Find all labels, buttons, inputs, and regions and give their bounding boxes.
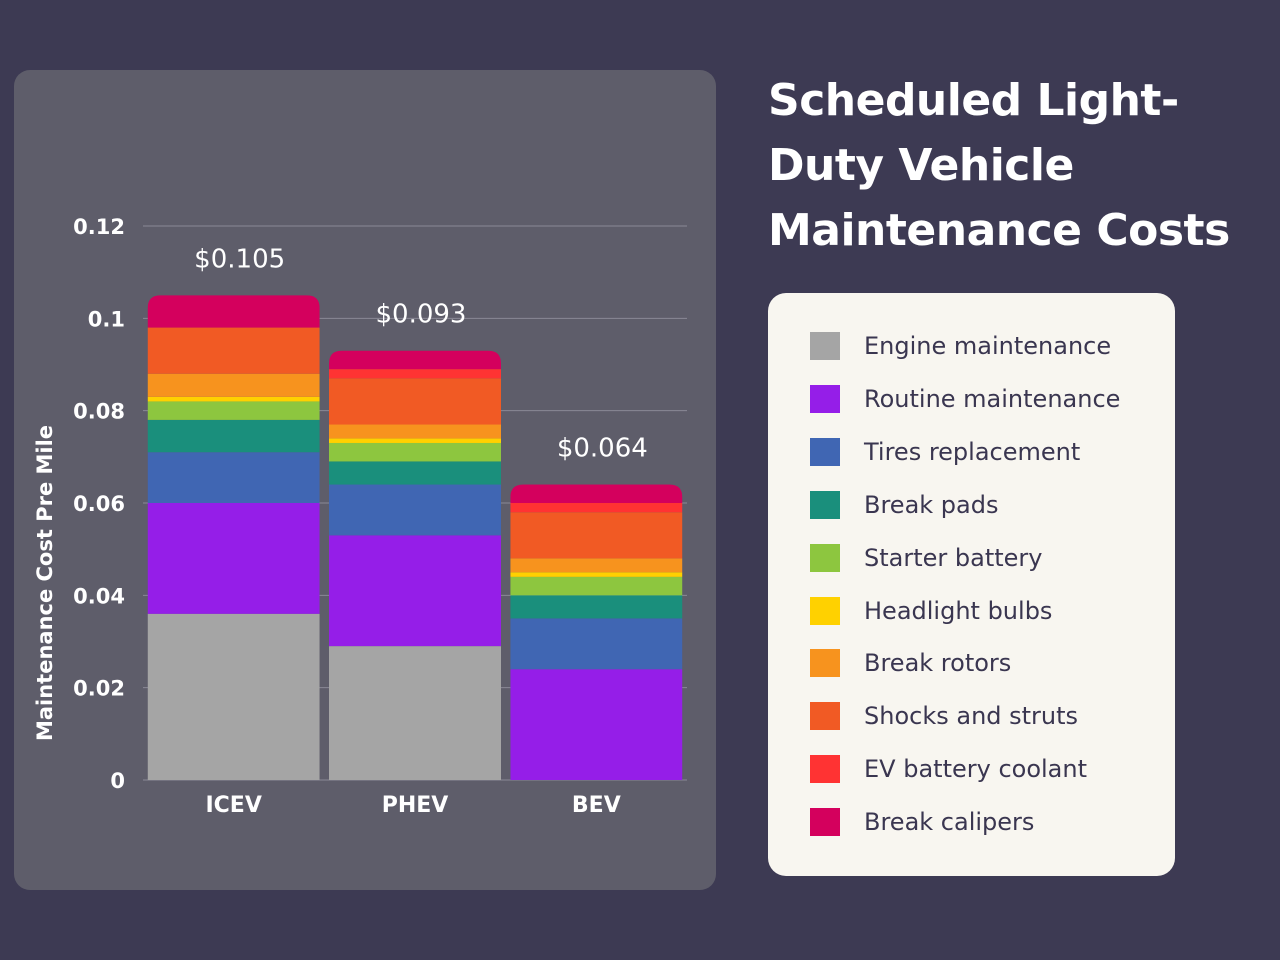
y-tick-label: 0.04	[73, 584, 125, 608]
bar-segment-routine-maintenance	[329, 535, 501, 647]
legend-swatch	[810, 332, 840, 360]
legend-label: Routine maintenance	[864, 384, 1121, 413]
legend-item: EV battery coolant	[810, 754, 1087, 784]
legend-item: Headlight bulbs	[810, 596, 1052, 626]
legend-label: Break pads	[864, 490, 999, 519]
y-tick-label: 0.02	[73, 677, 125, 701]
bar-segment-break-pads	[147, 419, 320, 453]
chart-labels: 0 0.02 0.04 0.06 0.08 0.1 0.12 $0.105 ICEV $0.093…	[73, 215, 648, 818]
y-axis-label: Maintenance Cost Pre Mile	[33, 425, 57, 741]
bar-segment-starter-battery	[510, 576, 683, 596]
x-tick-label: ICEV	[205, 793, 261, 818]
legend-label: EV battery coolant	[864, 755, 1087, 784]
bar-segment-tires-replacement	[147, 452, 320, 503]
bar-segment-starter-battery	[147, 401, 320, 420]
bars	[147, 295, 683, 780]
legend-item: Break rotors	[810, 648, 1011, 678]
legend-label: Break rotors	[864, 649, 1012, 678]
bar-segment-shocks-and-struts	[510, 512, 683, 559]
bar-segment-routine-maintenance	[510, 669, 683, 780]
y-tick-label: 0.1	[88, 307, 125, 331]
bar-segment-engine-maintenance	[329, 646, 501, 780]
bar-segment-break-pads	[329, 461, 501, 485]
total-label: $0.105	[194, 244, 285, 274]
legend-item: Tires replacement	[810, 437, 1080, 467]
bar-segment-headlight-bulbs	[329, 438, 501, 443]
bar-segment-shocks-and-struts	[329, 378, 501, 425]
bar-segment-break-rotors	[329, 424, 501, 439]
legend-swatch	[810, 596, 840, 625]
legend-item: Engine maintenance	[810, 331, 1111, 361]
legend-swatch	[810, 649, 840, 678]
bar-segment-break-pads	[510, 595, 683, 619]
bar-stack-icev	[147, 295, 320, 780]
chart-title: Scheduled Light-Duty Vehicle Maintenance…	[768, 75, 1230, 256]
legend-item: Starter battery	[810, 543, 1043, 573]
bar-segment-ev-battery-coolant	[329, 369, 501, 379]
legend-label: Headlight bulbs	[864, 596, 1053, 625]
legend-swatch	[810, 437, 840, 466]
legend-item: Break calipers	[810, 807, 1034, 837]
chart-panel: 0 0.02 0.04 0.06 0.08 0.1 0.12 $0.105 ICEV $0.093…	[14, 70, 716, 890]
bar-segment-headlight-bulbs	[147, 396, 320, 402]
legend: Engine maintenance Routine maintenance Tir…	[768, 293, 1175, 876]
legend-label: Break calipers	[864, 808, 1035, 837]
bar-segment-routine-maintenance	[147, 503, 320, 614]
y-tick-label: 0.08	[73, 400, 125, 424]
x-tick-label: BEV	[572, 793, 621, 818]
legend-item: Break pads	[810, 490, 998, 520]
bar-segment-engine-maintenance	[147, 613, 320, 780]
y-tick-label: 0.12	[73, 215, 125, 239]
bar-segment-shocks-and-struts	[147, 327, 320, 374]
legend-label: Engine maintenance	[864, 332, 1112, 360]
legend-swatch	[810, 384, 840, 413]
legend-item: Routine maintenance	[810, 384, 1120, 414]
total-label: $0.093	[376, 300, 467, 330]
legend-label: Tires replacement	[864, 437, 1081, 466]
legend-swatch	[810, 490, 840, 519]
bar-segment-tires-replacement	[510, 618, 683, 670]
legend-swatch	[810, 808, 840, 837]
y-tick-label: 0.06	[73, 492, 125, 516]
bar-stack-bev	[510, 484, 683, 780]
bar-segment-break-calipers	[147, 295, 320, 328]
x-tick-label: PHEV	[382, 793, 449, 818]
bar-segment-break-rotors	[510, 558, 683, 573]
bar-segment-headlight-bulbs	[510, 572, 683, 577]
bar-segment-break-calipers	[329, 350, 501, 370]
legend-swatch	[810, 755, 840, 784]
stacked-bar-chart: 0 0.02 0.04 0.06 0.08 0.1 0.12 $0.105 ICEV $0.093…	[33, 215, 687, 818]
bar-segment-tires-replacement	[329, 484, 501, 536]
y-tick-label: 0	[110, 769, 125, 793]
bar-segment-break-calipers	[510, 484, 683, 503]
legend-label: Starter battery	[864, 543, 1043, 572]
bar-segment-starter-battery	[329, 442, 501, 462]
bar-segment-ev-battery-coolant	[510, 503, 683, 513]
legend-swatch	[810, 702, 840, 731]
bar-segment-break-rotors	[147, 373, 320, 397]
legend-label: Shocks and struts	[864, 702, 1079, 731]
legend-swatch	[810, 543, 840, 572]
total-label: $0.064	[557, 434, 648, 464]
bar-stack-phev	[329, 350, 501, 780]
legend-item: Shocks and struts	[810, 701, 1078, 731]
